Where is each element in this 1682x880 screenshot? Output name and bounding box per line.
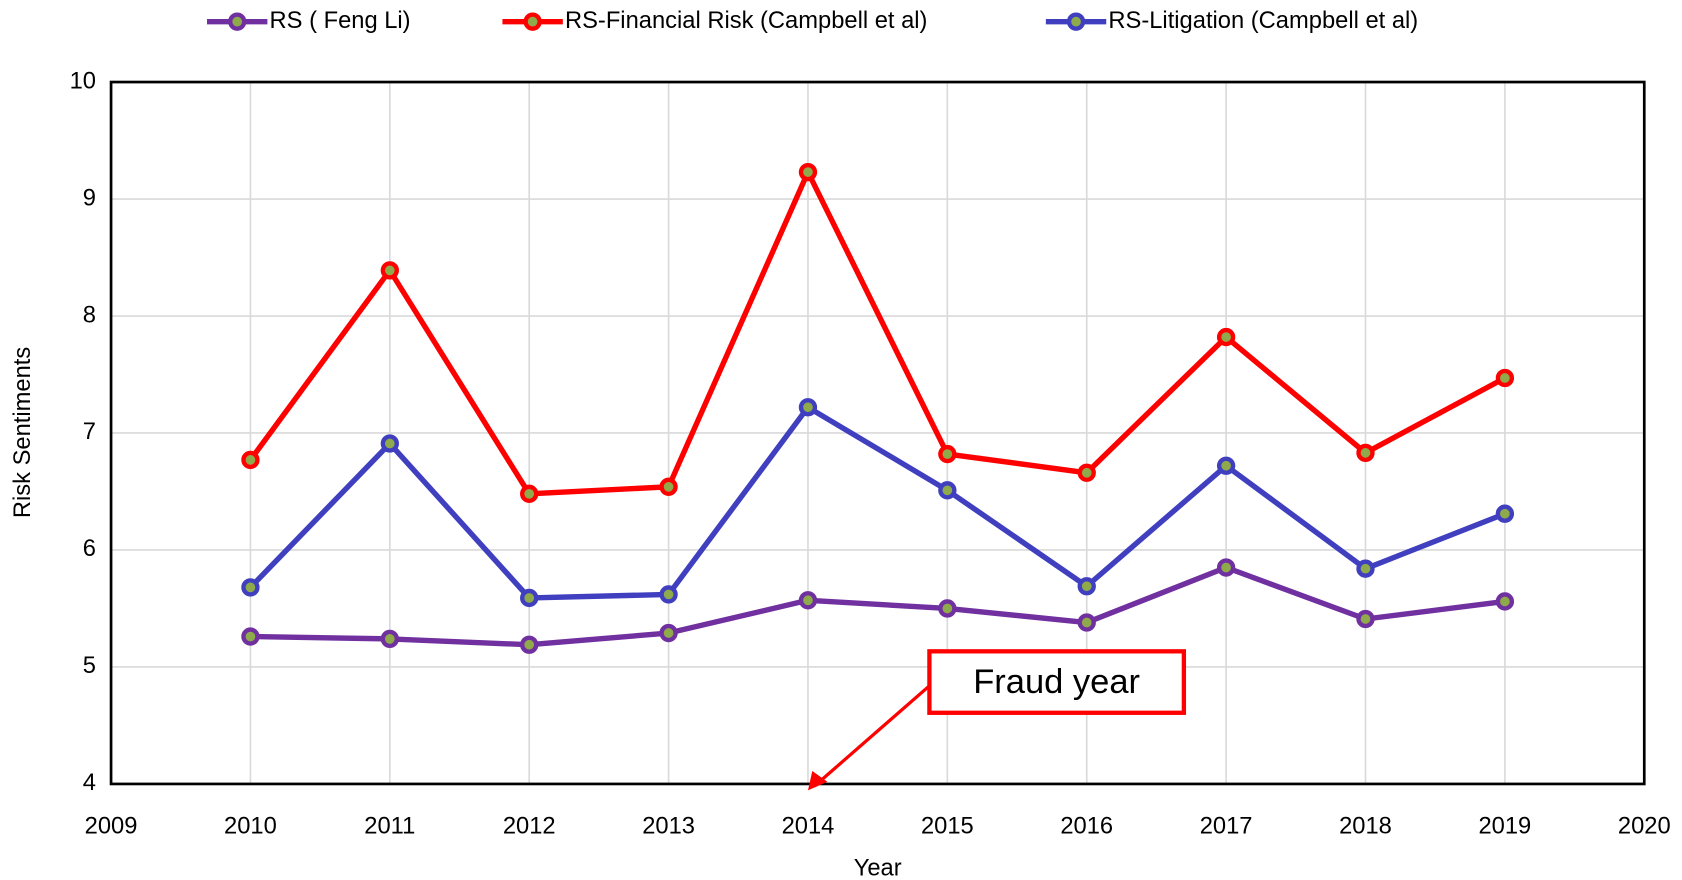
y-tick-label: 8: [83, 302, 96, 328]
legend-marker: [523, 12, 542, 31]
marker: [659, 585, 678, 604]
series-line: [250, 564, 1506, 648]
marker: [1077, 613, 1096, 632]
legend-label: RS-Litigation (Campbell et al): [1108, 8, 1418, 34]
legend-label: RS ( Feng Li): [270, 8, 411, 34]
y-tick-label: 9: [83, 185, 96, 211]
x-tick-label: 2013: [642, 813, 695, 839]
legend-marker: [1066, 12, 1086, 31]
annotation-box: [927, 649, 1187, 715]
x-tick-label: 2020: [1618, 813, 1671, 839]
marker: [520, 588, 539, 608]
marker: [938, 481, 957, 500]
marker: [1216, 327, 1236, 347]
marker: [241, 627, 260, 646]
y-tick-label: 7: [83, 419, 96, 445]
annotation-text: Fraud year: [973, 663, 1140, 701]
marker: [659, 623, 678, 643]
x-tick-label: 2009: [85, 813, 138, 839]
marker: [798, 162, 818, 182]
annotation-arrowhead: [807, 771, 828, 791]
x-tick-label: 2010: [224, 813, 277, 839]
marker: [1216, 456, 1236, 475]
legend-marker: [228, 12, 247, 31]
series-line: [248, 169, 1507, 497]
annotation-arrow: [813, 684, 931, 788]
marker: [798, 398, 818, 417]
series-line: [248, 404, 1506, 601]
marker: [798, 591, 818, 610]
x-tick-label: 2015: [921, 813, 974, 839]
plot-frame: [109, 80, 1646, 786]
marker: [380, 629, 399, 649]
x-tick-label: 2017: [1200, 813, 1253, 839]
marker: [241, 450, 260, 470]
legend-label: RS-Financial Risk (Campbell et al): [565, 8, 927, 34]
x-tick-label: 2018: [1339, 813, 1392, 839]
y-tick-label: 5: [83, 653, 96, 679]
marker: [1356, 609, 1375, 629]
marker: [659, 477, 678, 496]
y-tick-label: 10: [70, 68, 96, 94]
marker: [1077, 577, 1096, 596]
marker: [1077, 463, 1096, 482]
marker: [1495, 504, 1515, 523]
y-axis-label: Risk Sentiments: [10, 347, 36, 518]
x-tick-label: 2014: [782, 813, 835, 839]
marker: [1356, 559, 1375, 578]
marker: [1216, 558, 1236, 577]
x-axis-label: Year: [854, 855, 902, 880]
marker: [1356, 443, 1375, 463]
marker: [520, 484, 539, 503]
marker: [380, 261, 399, 280]
marker: [520, 635, 539, 654]
x-tick-label: 2011: [364, 813, 415, 839]
x-tick-label: 2012: [503, 813, 556, 839]
marker: [938, 444, 957, 464]
marker: [1495, 368, 1515, 388]
y-tick-label: 6: [83, 536, 96, 562]
x-tick-label: 2016: [1060, 813, 1113, 839]
marker: [1495, 592, 1515, 611]
marker: [380, 434, 399, 453]
y-tick-label: 4: [83, 770, 96, 796]
x-tick-label: 2019: [1478, 813, 1531, 839]
marker: [241, 578, 260, 597]
marker: [938, 599, 957, 618]
